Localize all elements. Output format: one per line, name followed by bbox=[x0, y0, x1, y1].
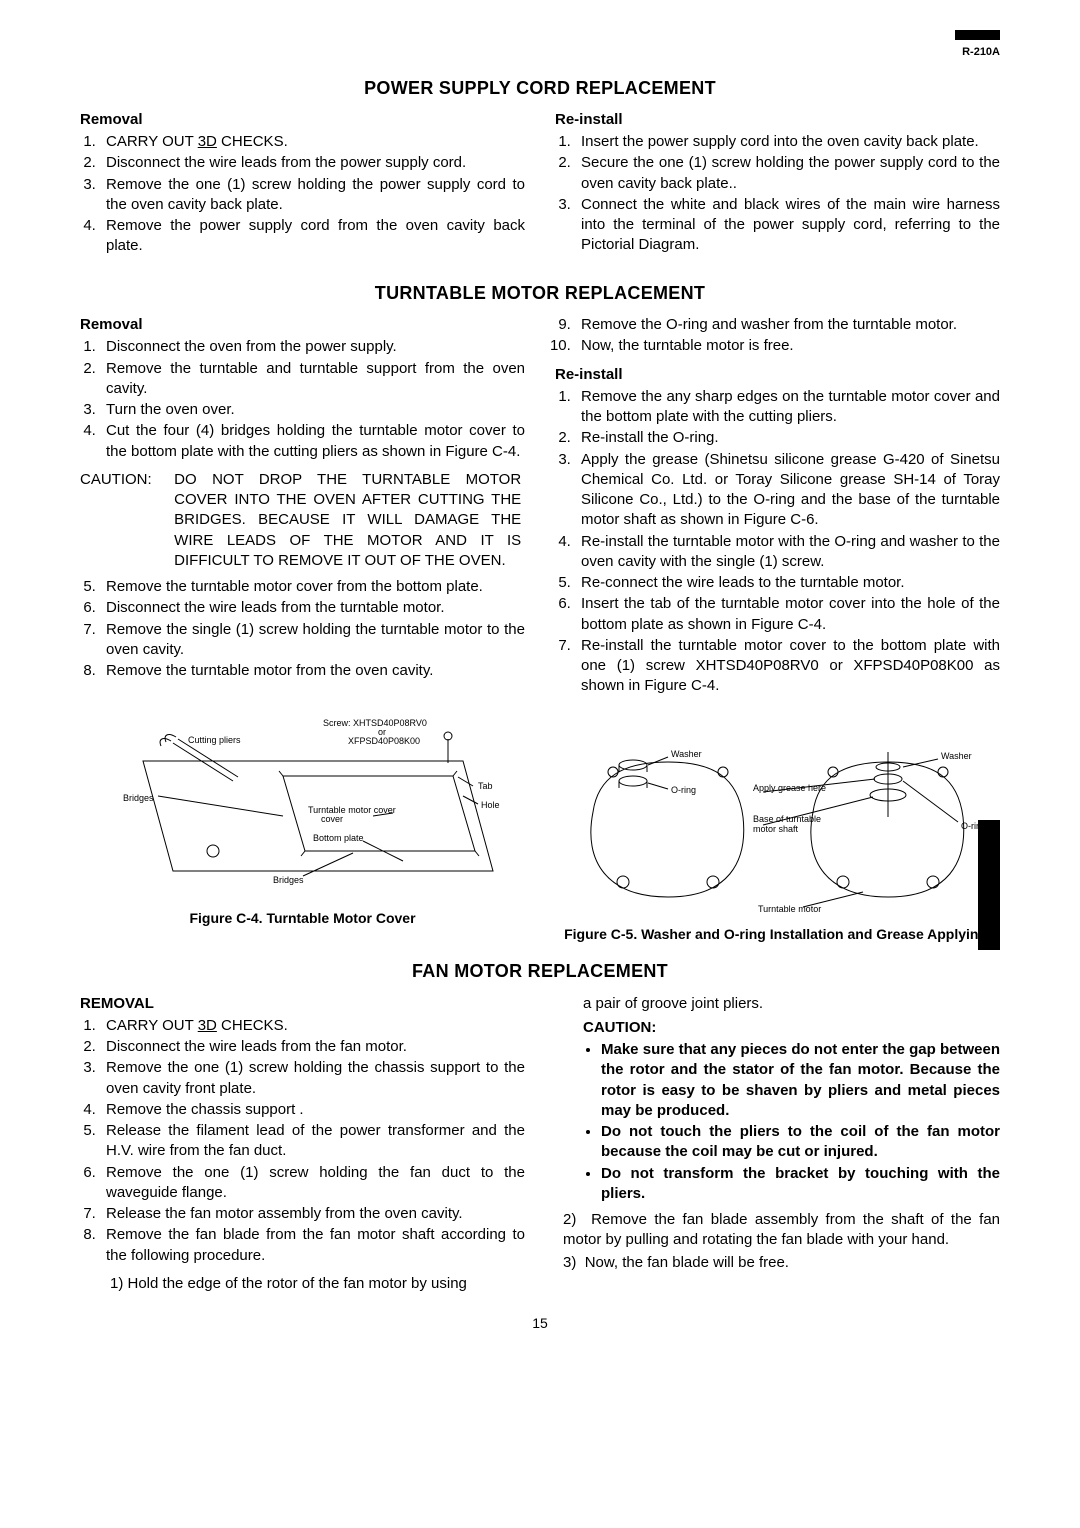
list-item: Remove the O-ring and washer from the tu… bbox=[575, 315, 1000, 335]
tt-removal-list-b: Remove the turntable motor cover from th… bbox=[80, 577, 525, 681]
list-item: Make sure that any pieces do not enter t… bbox=[601, 1040, 1000, 1121]
list-item: CARRY OUT 3D CHECKS. bbox=[100, 1016, 525, 1036]
svg-text:Turntable motor: Turntable motor bbox=[758, 904, 821, 914]
power-reinstall-list: Insert the power supply cord into the ov… bbox=[555, 132, 1000, 256]
fan-sub1: 1) Hold the edge of the rotor of the fan… bbox=[80, 1274, 525, 1294]
list-item: Disconnect the wire leads from the fan m… bbox=[100, 1037, 525, 1057]
list-item: Apply the grease (Shinetsu silicone grea… bbox=[575, 450, 1000, 531]
fan-title: FAN MOTOR REPLACEMENT bbox=[80, 959, 1000, 983]
list-item: Remove the fan blade from the fan motor … bbox=[100, 1225, 525, 1266]
list-item: Turn the oven over. bbox=[100, 400, 525, 420]
svg-text:Base of turntable: Base of turntable bbox=[753, 814, 821, 824]
figure-c5: Washer O-ring Washer O-ring Apply grease… bbox=[555, 717, 1000, 944]
power-removal-list: CARRY OUT 3D CHECKS.Disconnect the wire … bbox=[80, 132, 525, 257]
list-item: Re-install the O-ring. bbox=[575, 428, 1000, 448]
tt-reinstall-list: Remove the any sharp edges on the turnta… bbox=[555, 387, 1000, 697]
figure-c4: Cutting pliers Bridges Screw: XHTSD40P08… bbox=[80, 701, 525, 928]
list-item: Do not touch the pliers to the coil of t… bbox=[601, 1122, 1000, 1163]
fan-right-top: a pair of groove joint pliers. bbox=[555, 994, 1000, 1014]
list-item: Disconnect the wire leads from the power… bbox=[100, 153, 525, 173]
fan-sub3: 3) Now, the fan blade will be free. bbox=[555, 1253, 1000, 1273]
tt-removal-head: Removal bbox=[80, 315, 525, 335]
svg-text:Apply grease here: Apply grease here bbox=[753, 783, 826, 793]
tt-caution-label: CAUTION: bbox=[80, 470, 170, 490]
list-item: Disconnect the oven from the power suppl… bbox=[100, 337, 525, 357]
list-item: Re-connect the wire leads to the turntab… bbox=[575, 573, 1000, 593]
model-header: R-210A bbox=[80, 30, 1000, 60]
power-title: POWER SUPPLY CORD REPLACEMENT bbox=[80, 76, 1000, 100]
fig-c5-caption: Figure C-5. Washer and O-ring Installati… bbox=[555, 925, 1000, 944]
tt-caution: CAUTION: DO NOT DROP THE TURNTABLE MOTOR… bbox=[80, 470, 525, 571]
fan-caution-bullets: Make sure that any pieces do not enter t… bbox=[583, 1040, 1000, 1204]
list-item: Disconnect the wire leads from the turnt… bbox=[100, 598, 525, 618]
page-number: 15 bbox=[80, 1314, 1000, 1333]
fig-c4-caption: Figure C-4. Turntable Motor Cover bbox=[80, 909, 525, 928]
svg-text:Hole: Hole bbox=[481, 800, 500, 810]
side-tab bbox=[978, 820, 1000, 950]
list-item: CARRY OUT 3D CHECKS. bbox=[100, 132, 525, 152]
model-number: R-210A bbox=[962, 46, 1000, 58]
fan-sub2: 2) Remove the fan blade assembly from th… bbox=[555, 1210, 1000, 1251]
list-item: Remove the one (1) screw holding the cha… bbox=[100, 1058, 525, 1099]
list-item: Cut the four (4) bridges holding the tur… bbox=[100, 421, 525, 462]
power-reinstall-head: Re-install bbox=[555, 110, 1000, 130]
list-item: Release the fan motor assembly from the … bbox=[100, 1204, 525, 1224]
svg-text:Washer: Washer bbox=[941, 751, 972, 761]
svg-text:Washer: Washer bbox=[671, 749, 702, 759]
svg-text:motor shaft: motor shaft bbox=[753, 824, 799, 834]
list-item: Remove the one (1) screw holding the pow… bbox=[100, 175, 525, 216]
svg-text:Bridges: Bridges bbox=[123, 793, 154, 803]
list-item: Connect the white and black wires of the… bbox=[575, 195, 1000, 256]
list-item: Remove the any sharp edges on the turnta… bbox=[575, 387, 1000, 428]
svg-text:Tab: Tab bbox=[478, 781, 493, 791]
list-item: Remove the single (1) screw holding the … bbox=[100, 620, 525, 661]
list-item: Re-install the turntable motor cover to … bbox=[575, 636, 1000, 697]
svg-text:Bottom plate: Bottom plate bbox=[313, 833, 364, 843]
svg-text:O-ring: O-ring bbox=[671, 785, 696, 795]
tt-right-cont: Remove the O-ring and washer from the tu… bbox=[555, 315, 1000, 357]
list-item: Release the filament lead of the power t… bbox=[100, 1121, 525, 1162]
list-item: Re-install the turntable motor with the … bbox=[575, 532, 1000, 573]
list-item: Remove the power supply cord from the ov… bbox=[100, 216, 525, 257]
list-item: Remove the turntable motor from the oven… bbox=[100, 661, 525, 681]
list-item: Remove the turntable and turntable suppo… bbox=[100, 359, 525, 400]
list-item: Remove the one (1) screw holding the fan… bbox=[100, 1163, 525, 1204]
fan-removal-list: CARRY OUT 3D CHECKS.Disconnect the wire … bbox=[80, 1016, 525, 1266]
list-item: Insert the power supply cord into the ov… bbox=[575, 132, 1000, 152]
power-removal-head: Removal bbox=[80, 110, 525, 130]
list-item: Do not transform the bracket by touching… bbox=[601, 1164, 1000, 1205]
list-item: Remove the turntable motor cover from th… bbox=[100, 577, 525, 597]
list-item: Remove the chassis support . bbox=[100, 1100, 525, 1120]
svg-text:Bridges: Bridges bbox=[273, 875, 304, 885]
list-item: Now, the turntable motor is free. bbox=[575, 336, 1000, 356]
list-item: Secure the one (1) screw holding the pow… bbox=[575, 153, 1000, 194]
svg-text:cover: cover bbox=[321, 814, 343, 824]
svg-text:Cutting pliers: Cutting pliers bbox=[188, 735, 241, 745]
svg-text:Screw: XHTSD40P08RV0: Screw: XHTSD40P08RV0 bbox=[323, 718, 427, 728]
turntable-title: TURNTABLE MOTOR REPLACEMENT bbox=[80, 281, 1000, 305]
list-item: Insert the tab of the turntable motor co… bbox=[575, 594, 1000, 635]
fan-caution-head: CAUTION: bbox=[583, 1018, 1000, 1038]
tt-reinstall-head: Re-install bbox=[555, 365, 1000, 385]
svg-text:XFPSD40P08K00: XFPSD40P08K00 bbox=[348, 736, 420, 746]
tt-caution-text: DO NOT DROP THE TURNTABLE MOTOR COVER IN… bbox=[174, 470, 521, 571]
fan-removal-head: REMOVAL bbox=[80, 994, 525, 1014]
tt-removal-list-a: Disconnect the oven from the power suppl… bbox=[80, 337, 525, 462]
